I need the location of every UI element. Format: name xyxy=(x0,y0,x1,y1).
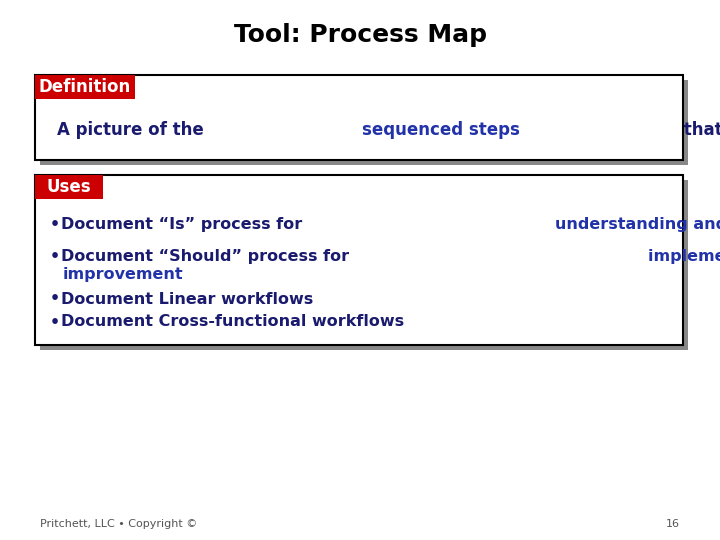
Bar xyxy=(35,175,683,345)
Text: •: • xyxy=(50,314,60,329)
Text: 16: 16 xyxy=(666,519,680,529)
Text: •: • xyxy=(50,218,60,233)
Bar xyxy=(35,75,135,99)
Text: •: • xyxy=(50,249,60,265)
Text: Definition: Definition xyxy=(39,78,131,96)
Bar xyxy=(40,180,688,350)
Text: Pritchett, LLC • Copyright ©: Pritchett, LLC • Copyright © xyxy=(40,519,197,529)
Text: improvement: improvement xyxy=(63,267,184,282)
Text: Tool: Process Map: Tool: Process Map xyxy=(233,23,487,47)
Text: sequenced steps: sequenced steps xyxy=(362,122,520,139)
Bar xyxy=(40,80,688,165)
Text: Document “Is” process for: Document “Is” process for xyxy=(61,218,308,233)
Text: Document Cross-functional workflows: Document Cross-functional workflows xyxy=(61,314,404,329)
Text: understanding and analysis: understanding and analysis xyxy=(554,218,720,233)
Text: •: • xyxy=(50,292,60,307)
Bar xyxy=(35,175,103,199)
Bar xyxy=(35,75,683,160)
Text: Document “Should” process for: Document “Should” process for xyxy=(61,249,355,265)
Text: Document Linear workflows: Document Linear workflows xyxy=(61,292,313,307)
Text: Uses: Uses xyxy=(47,178,91,196)
Text: A picture of the: A picture of the xyxy=(57,122,210,139)
Text: implementation and continuous: implementation and continuous xyxy=(649,249,720,265)
Text: that convert input(s) to output(s): that convert input(s) to output(s) xyxy=(678,122,720,139)
